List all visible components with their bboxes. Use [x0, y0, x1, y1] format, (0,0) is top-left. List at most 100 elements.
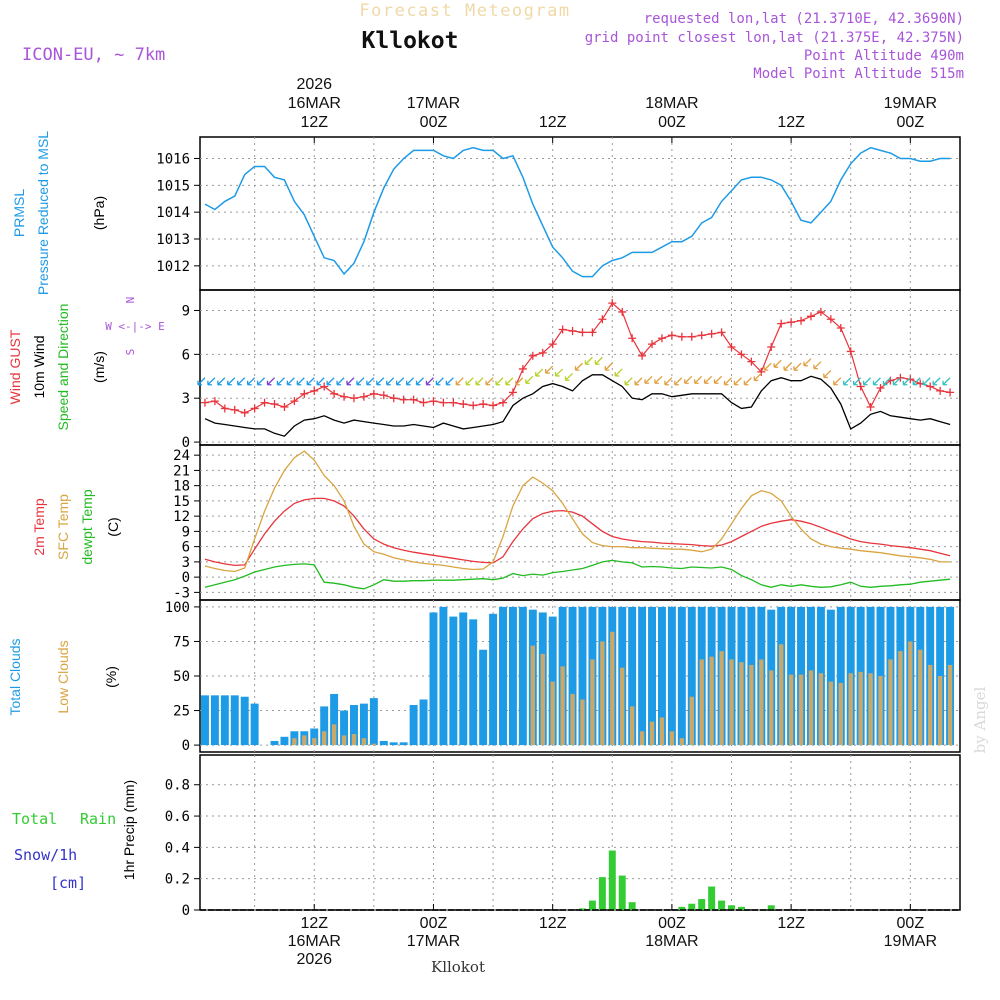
gust-marker	[707, 329, 716, 338]
total-cloud-bar	[439, 606, 448, 746]
low-cloud-bar	[719, 651, 724, 746]
gust-marker	[419, 398, 428, 407]
temperature-ytick-label: 24	[173, 448, 190, 464]
low-cloud-bar	[610, 631, 615, 746]
bottom-time-label: 12Z	[777, 915, 805, 932]
gust-marker	[200, 398, 209, 407]
low-cloud-bar	[838, 682, 843, 746]
wind-direction-arrow	[723, 377, 732, 386]
total-cloud-bar	[657, 606, 666, 746]
pressure-unit-label: (hPa)	[91, 196, 107, 230]
gust-marker	[727, 343, 736, 352]
bottom-time-label: 00Z	[420, 915, 448, 932]
wind-direction-arrow	[644, 375, 653, 384]
gust-marker	[310, 386, 319, 395]
gust-marker	[767, 343, 776, 352]
low-cloud-bar	[361, 738, 367, 746]
precip-ytick-label: 0	[182, 903, 190, 919]
temp-2m-line	[204, 497, 951, 567]
total-cloud-bar	[638, 606, 647, 746]
gust-marker	[449, 398, 458, 407]
low-cloud-bar	[550, 681, 555, 746]
gust-marker	[479, 400, 488, 409]
low-cloud-bar	[629, 706, 635, 746]
temperature-ytick-label: 15	[173, 494, 190, 510]
clouds-panel: 0 25 50 75 100 Total Clouds Low Clouds (%)	[7, 599, 961, 754]
bottom-time-label: 17MAR	[407, 933, 460, 950]
low-cloud-bar	[788, 674, 794, 746]
low-cloud-bar	[302, 735, 307, 746]
wind-direction-arrow	[783, 362, 792, 371]
total-cloud-bar	[359, 703, 368, 746]
clouds-ytick-label: 100	[165, 600, 190, 616]
wind-direction-arrow	[694, 375, 703, 384]
total-cloud-bar	[379, 740, 388, 746]
wind-direction-arrow	[425, 377, 434, 386]
snow-unit-label: [cm]	[50, 874, 86, 892]
bottom-time-label: 00Z	[658, 915, 686, 932]
wind-direction-arrow	[256, 377, 266, 386]
rain-bar	[628, 902, 636, 910]
low-cloud-bar	[928, 664, 933, 746]
low-cloud-bar	[560, 666, 565, 746]
low-cloud-bar	[341, 735, 347, 746]
low-cloud-bar	[937, 676, 943, 746]
gust-marker	[389, 394, 398, 403]
wind-direction-arrow	[753, 372, 762, 381]
wind-direction-arrow	[366, 377, 375, 386]
wind-direction-arrow	[703, 375, 713, 384]
low-cloud-bar	[749, 664, 754, 746]
wind-direction-arrow	[624, 377, 633, 386]
gust-marker	[677, 332, 686, 341]
wind-direction-arrow	[525, 375, 534, 384]
rain-bar	[688, 903, 696, 910]
wind-direction-arrow	[435, 377, 444, 386]
gust-marker	[429, 397, 438, 406]
wind-direction-arrow	[674, 377, 683, 386]
total-cloud-bar	[210, 695, 219, 746]
gust-marker	[548, 340, 557, 349]
gust-marker	[697, 331, 706, 340]
wind-direction-arrow	[207, 377, 216, 386]
pressure-ytick-label: 1015	[156, 178, 190, 194]
total-cloud-bar	[499, 606, 507, 746]
rain-bar	[737, 906, 745, 910]
gust-marker	[558, 325, 567, 334]
gust-marker	[816, 307, 825, 316]
total-cloud-bar	[340, 710, 349, 746]
gust-marker	[638, 351, 647, 360]
low-cloud-bar	[530, 645, 535, 746]
precip-frame	[199, 754, 961, 911]
gust-marker	[489, 401, 498, 410]
gust-marker	[687, 332, 696, 341]
wind-direction-arrow	[902, 377, 911, 386]
temp-sfc-line	[204, 450, 951, 573]
gust-marker	[757, 367, 766, 376]
model-label: ICON-EU, ~ 7km	[22, 45, 165, 65]
low-cloud-bar	[709, 656, 714, 746]
wind-direction-arrow	[554, 368, 564, 377]
temp-2m-label: 2m Temp	[31, 498, 47, 556]
wind-direction-arrow	[743, 377, 752, 386]
gust-marker	[439, 398, 448, 407]
gust-marker	[568, 326, 577, 335]
wind-direction-arrow	[296, 377, 305, 386]
low-cloud-bar	[808, 670, 814, 746]
wind-direction-arrow	[465, 377, 474, 386]
gust-marker	[876, 383, 885, 392]
gust-marker	[300, 389, 309, 398]
wind-direction-arrow	[545, 365, 554, 374]
dewpt-label: dewpt Temp	[79, 489, 95, 564]
low-cloud-bar	[540, 653, 545, 746]
bottom-time-label: 18MAR	[645, 933, 698, 950]
total-cloud-bar	[290, 731, 299, 746]
gust-marker	[260, 398, 269, 407]
wind-direction-arrow	[763, 362, 772, 371]
wind-direction-arrow	[386, 377, 395, 386]
wind-ytick-label: 9	[182, 303, 190, 319]
pressure-line	[204, 146, 951, 278]
total-cloud-bar	[280, 736, 289, 746]
